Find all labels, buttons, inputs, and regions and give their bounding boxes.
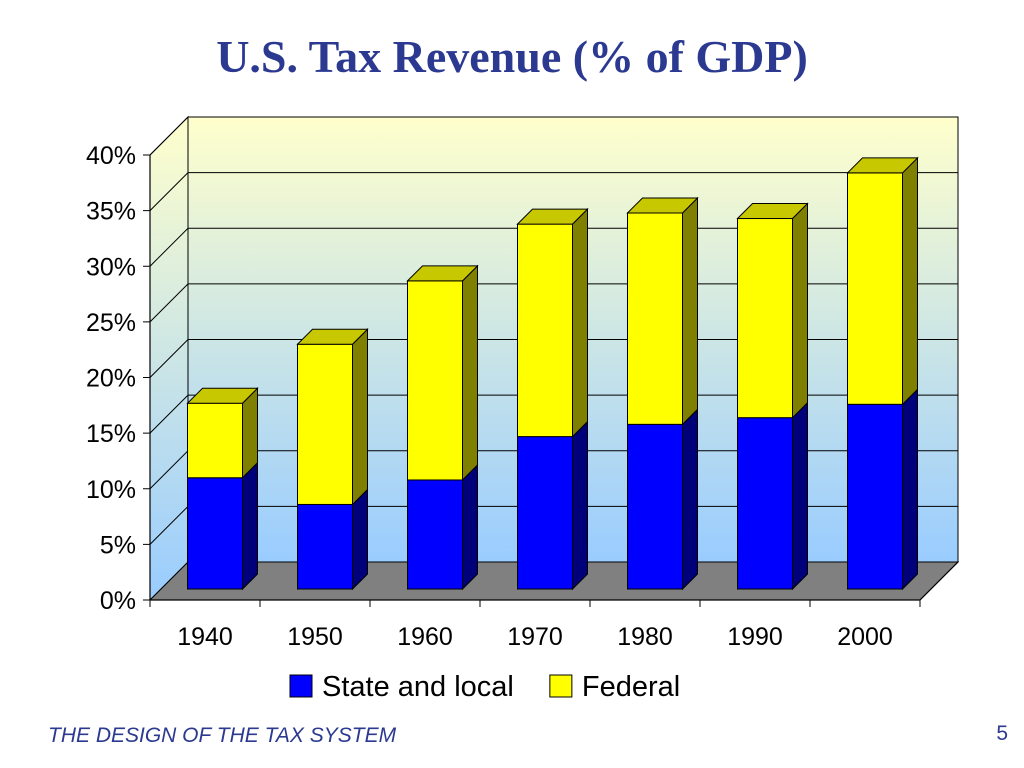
legend-label: State and local [322, 671, 514, 703]
legend-swatch [549, 674, 573, 698]
footer-text: THE DESIGN OF THE TAX SYSTEM [48, 724, 397, 747]
y-tick-label: 0% [100, 587, 136, 615]
bar-segment-side [902, 156, 918, 406]
x-tick-label: 1980 [617, 623, 673, 651]
slide-title: U.S. Tax Revenue (% of GDP) [216, 31, 808, 82]
bar-segment [297, 343, 353, 505]
bar-segment [407, 479, 463, 590]
bar-segment [187, 477, 243, 590]
bar-segment-side [682, 196, 698, 426]
gridline [149, 227, 958, 267]
y-tick-label: 35% [86, 198, 136, 226]
bar-top [406, 265, 479, 282]
bar-segment-side [242, 461, 258, 591]
bar-segment-side [682, 408, 698, 591]
bar-top [516, 208, 589, 225]
bar-top [186, 387, 259, 404]
bar-segment [297, 503, 353, 590]
y-tick-label: 30% [86, 253, 136, 281]
bar-top [296, 328, 369, 345]
legend-label: Federal [582, 671, 680, 703]
x-tick-label: 1950 [287, 623, 343, 651]
slide-number: 5 [996, 722, 1008, 745]
y-tick-label: 5% [100, 531, 136, 559]
legend-swatch [289, 674, 313, 698]
gridline [149, 339, 958, 378]
bar-segment-side [792, 202, 808, 419]
bar-top [846, 157, 919, 174]
bar-segment [627, 212, 683, 425]
gridline [149, 116, 958, 156]
bar-segment-side [572, 207, 588, 438]
bar-segment [627, 423, 683, 590]
bar-segment-side [572, 420, 588, 591]
x-tick-label: 1960 [397, 623, 453, 651]
bar-segment-side [462, 463, 478, 591]
gridline [149, 172, 958, 211]
y-tick-label: 20% [86, 365, 136, 393]
bar-segment [517, 223, 573, 438]
y-tick-label: 25% [86, 309, 136, 337]
gridline [149, 394, 958, 434]
y-tick-label: 10% [86, 476, 136, 504]
bar-top [736, 203, 809, 220]
gridline [149, 283, 958, 323]
bar-segment [187, 402, 243, 479]
x-tick-label: 2000 [837, 623, 893, 651]
bar-segment [847, 172, 903, 405]
x-tick-label: 1940 [177, 623, 233, 651]
y-tick-label: 15% [86, 420, 136, 448]
bar-segment [737, 417, 793, 590]
bar-segment-side [462, 264, 478, 482]
bar-top [626, 197, 699, 214]
bar-segment [737, 218, 793, 419]
bar-segment-side [792, 401, 808, 591]
bar-segment [847, 403, 903, 590]
bar-segment-side [902, 388, 918, 591]
bar-segment [517, 436, 573, 590]
x-axis-depth [919, 561, 959, 601]
bar-segment [407, 280, 463, 481]
bar-segment-side [352, 328, 368, 506]
y-tick-label: 40% [86, 142, 136, 170]
x-tick-label: 1990 [727, 623, 783, 651]
bar-segment-side [352, 488, 368, 591]
x-tick-label: 1970 [507, 623, 563, 651]
